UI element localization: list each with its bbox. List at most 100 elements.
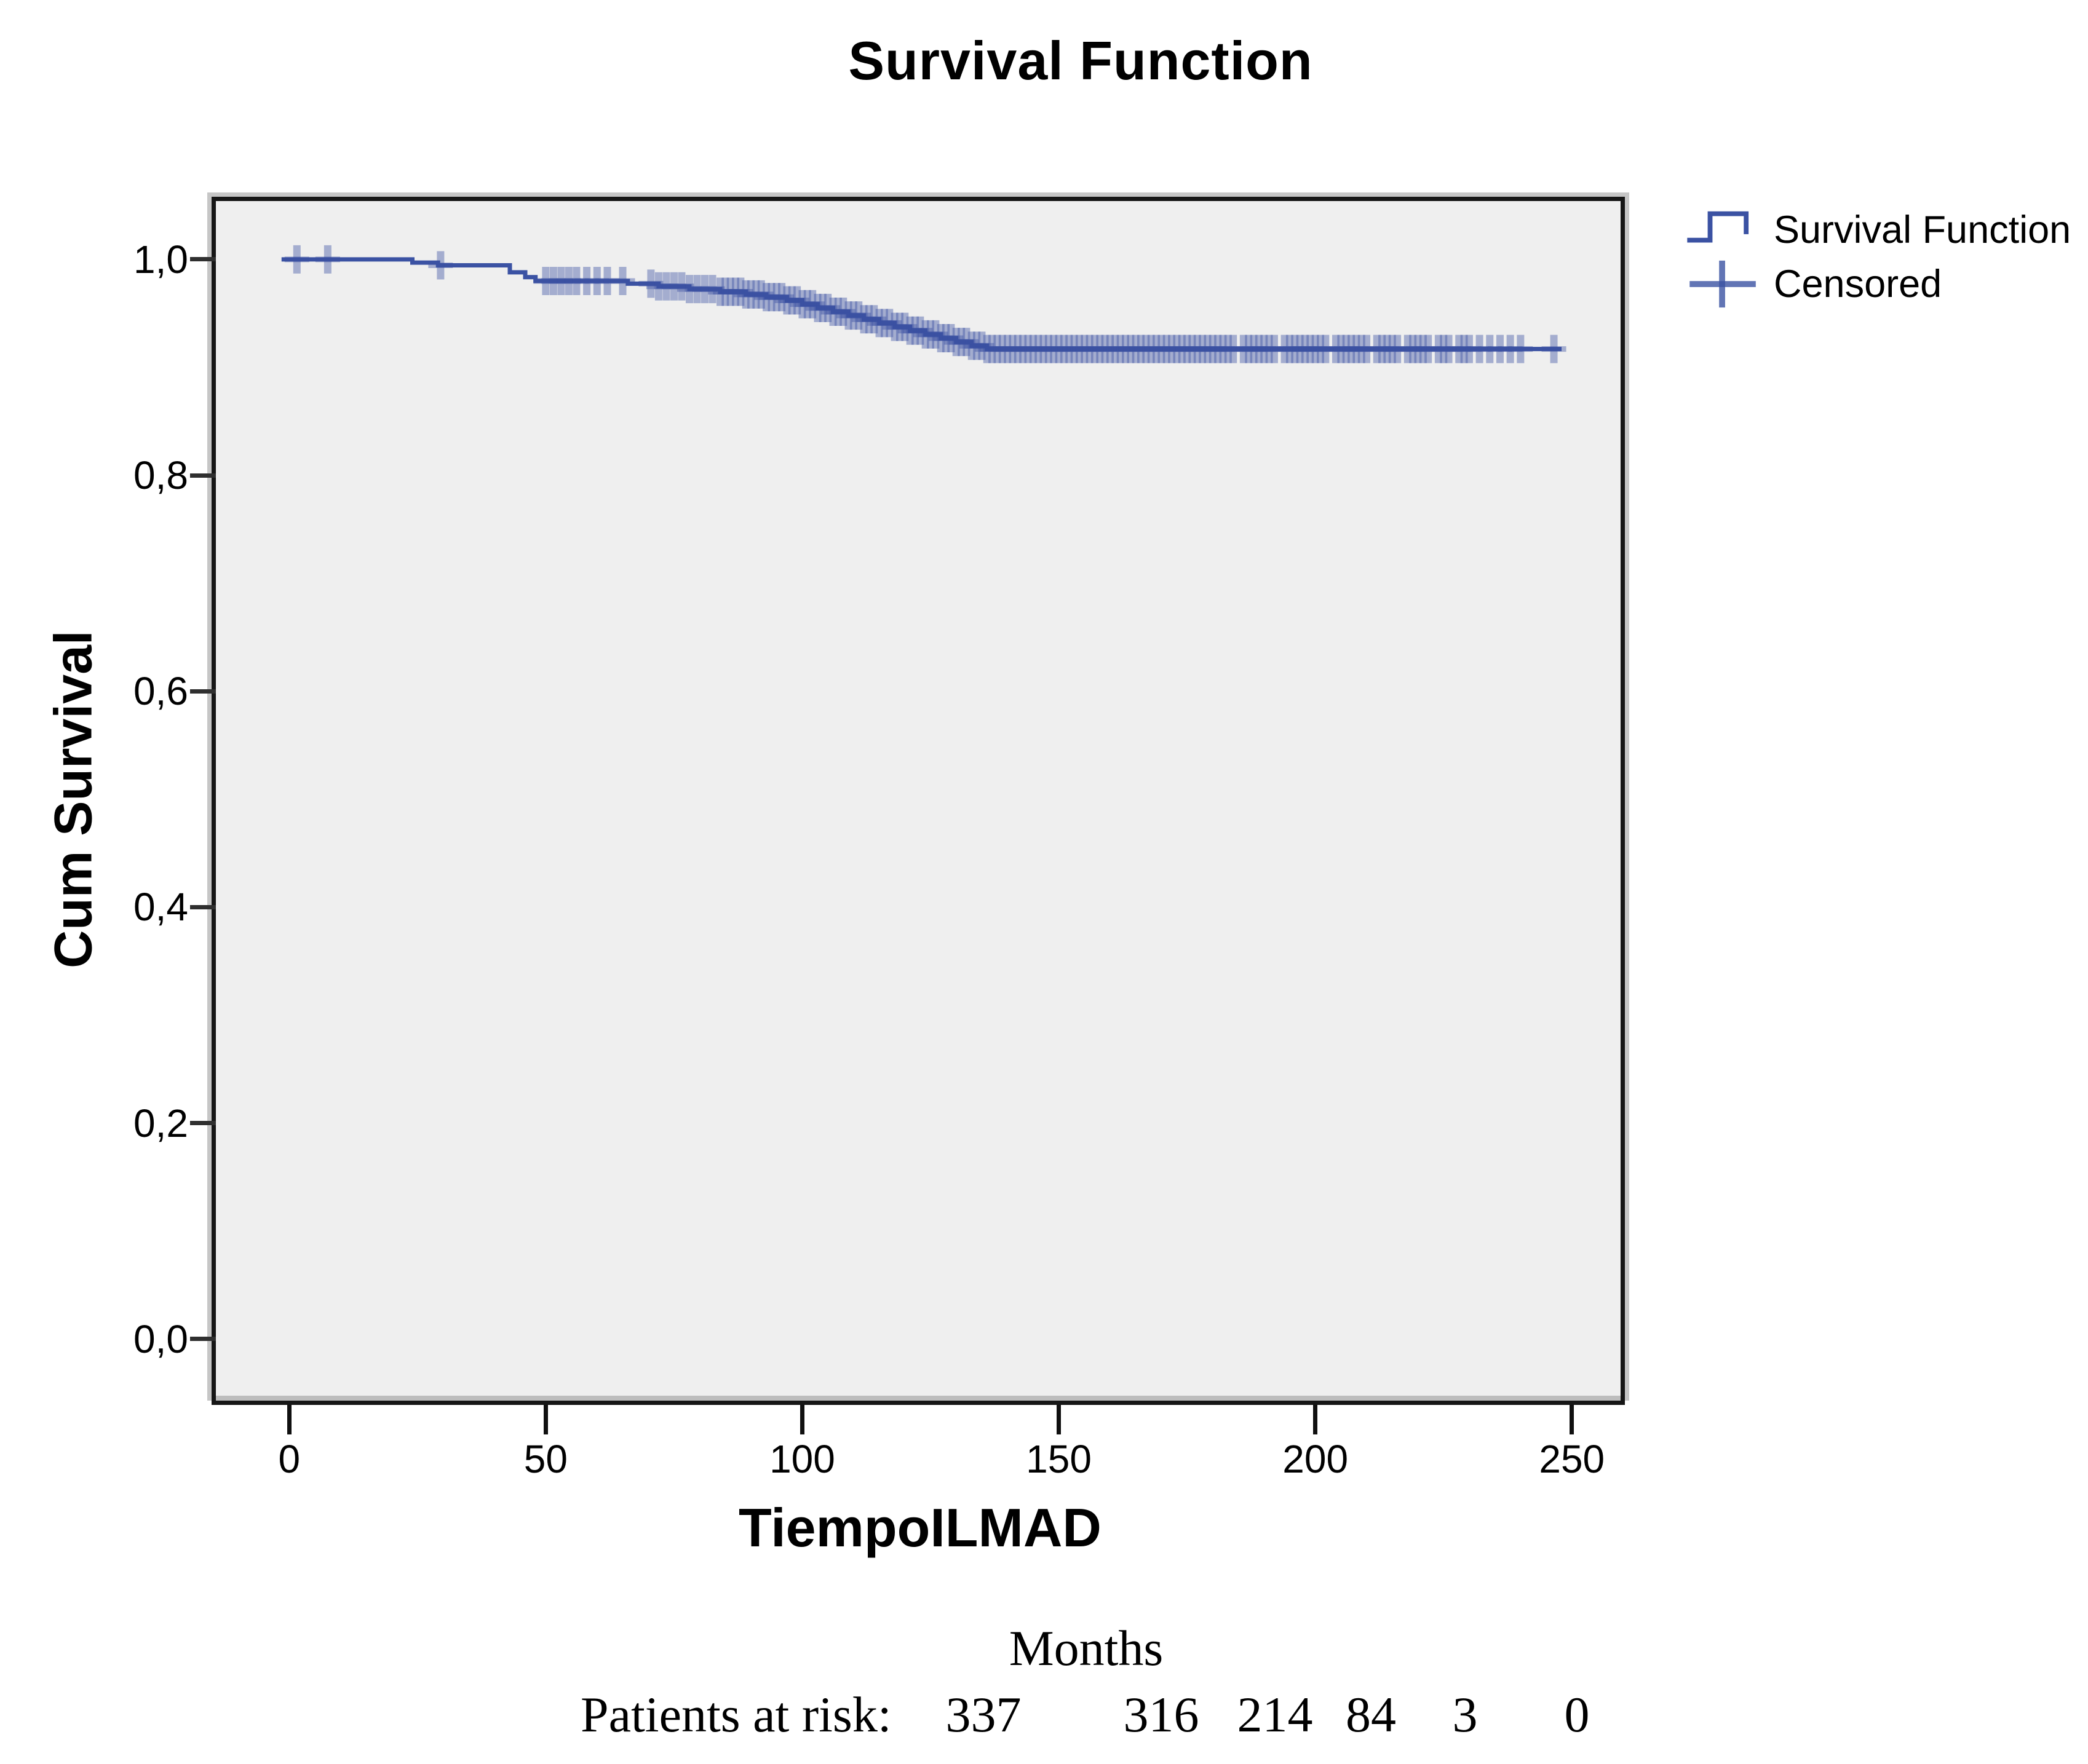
censored-mark — [685, 275, 710, 304]
censored-mark — [764, 283, 789, 312]
censored-mark — [1123, 334, 1148, 363]
censored-mark — [1252, 334, 1277, 363]
censored-mark — [1431, 334, 1456, 363]
censored-mark — [1205, 334, 1231, 363]
censored-mark — [1149, 334, 1174, 363]
censored-mark — [774, 286, 800, 315]
censored-mark — [779, 286, 804, 315]
censored-mark — [974, 334, 999, 363]
censored-mark — [754, 283, 779, 312]
censored-mark — [595, 266, 620, 295]
x-tick-mark — [1313, 1405, 1318, 1434]
censored-mark — [1344, 334, 1369, 363]
x-tick-mark — [800, 1405, 804, 1434]
censored-mark — [1066, 334, 1092, 363]
censored-mark — [638, 269, 664, 298]
censored-mark — [1020, 334, 1046, 363]
censored-mark — [1410, 334, 1435, 363]
censored-mark — [1092, 334, 1117, 363]
censored-mark — [1256, 334, 1282, 363]
censored-mark — [1451, 334, 1477, 363]
censored-mark — [1231, 334, 1256, 363]
censored-mark — [1215, 334, 1240, 363]
censored-mark — [1175, 334, 1200, 363]
censored-mark — [692, 275, 717, 304]
y-tick-label: 0,0 — [133, 1316, 188, 1361]
censored-mark — [810, 293, 835, 322]
censored-mark — [744, 280, 769, 309]
censored-mark — [1200, 334, 1225, 363]
censored-mark — [1436, 334, 1461, 363]
censored-mark — [1185, 334, 1210, 363]
patients-at-risk-label: Patients at risk: — [581, 1687, 892, 1742]
censored-mark — [1370, 334, 1395, 363]
x-tick-label: 250 — [1539, 1437, 1605, 1481]
censored-mark — [556, 266, 581, 295]
censored-mark — [1400, 334, 1426, 363]
censored-mark — [825, 297, 851, 326]
censored-mark — [969, 331, 994, 360]
y-tick-label: 0,8 — [133, 453, 188, 498]
censored-mark — [1364, 334, 1389, 363]
y-tick-label: 0,2 — [133, 1101, 188, 1145]
censored-mark — [1169, 334, 1194, 363]
censored-mark — [1210, 334, 1236, 363]
censored-mark — [800, 290, 825, 318]
censored-mark — [1195, 334, 1220, 363]
censored-mark — [669, 272, 694, 301]
censored-mark — [908, 316, 933, 345]
x-unit-label: Months — [1009, 1620, 1164, 1676]
censored-mark — [790, 290, 815, 318]
legend: Survival Function Censored — [1684, 203, 2071, 311]
plot-area — [281, 245, 1566, 363]
censored-mark — [928, 324, 953, 353]
censored-mark — [851, 305, 876, 334]
censored-mark — [1082, 334, 1107, 363]
censored-mark — [1324, 334, 1349, 363]
patients-at-risk-row: Patients at risk: 337 316 214 84 3 0 — [0, 1686, 2088, 1754]
y-tick-mark — [190, 1121, 216, 1126]
censored-mark — [584, 266, 609, 295]
censored-mark — [748, 280, 774, 309]
censored-mark — [713, 277, 738, 306]
y-tick-mark — [190, 689, 216, 694]
censored-mark — [1354, 334, 1379, 363]
censored-mark — [995, 334, 1020, 363]
patients-at-risk-count: 0 — [1564, 1687, 1590, 1742]
censored-mark — [1113, 334, 1138, 363]
censored-mark — [1103, 334, 1128, 363]
censored-mark — [1154, 334, 1179, 363]
censored-mark — [980, 334, 1005, 363]
censored-mark — [661, 272, 686, 301]
censored-mark — [990, 334, 1015, 363]
censored-mark — [913, 320, 938, 349]
censored-mark — [816, 293, 841, 322]
censored-mark — [918, 320, 943, 349]
censored-mark — [700, 275, 725, 304]
censored-mark — [943, 328, 969, 357]
plot-frame — [212, 197, 1625, 1405]
censored-mark — [882, 312, 907, 341]
censored-mark — [1498, 334, 1523, 363]
censored-mark — [1015, 334, 1041, 363]
censored-mark — [939, 324, 964, 353]
censored-mark — [564, 266, 589, 295]
y-tick-mark — [190, 257, 216, 262]
censored-mark — [871, 309, 897, 338]
x-tick-label: 100 — [769, 1437, 835, 1481]
censored-mark — [1487, 334, 1512, 363]
censored-mark — [805, 293, 830, 322]
x-tick-label: 50 — [523, 1437, 568, 1481]
censored-mark — [1072, 334, 1097, 363]
censored-mark — [1375, 334, 1400, 363]
censored-mark — [1313, 334, 1338, 363]
censored-mark — [1144, 334, 1169, 363]
censored-mark — [1541, 334, 1566, 363]
censored-mark — [1405, 334, 1431, 363]
censored-mark — [1180, 334, 1205, 363]
censored-mark — [541, 266, 566, 295]
censored-mark — [954, 328, 979, 357]
censored-mark — [1426, 334, 1451, 363]
step-line-icon — [1687, 211, 1749, 243]
